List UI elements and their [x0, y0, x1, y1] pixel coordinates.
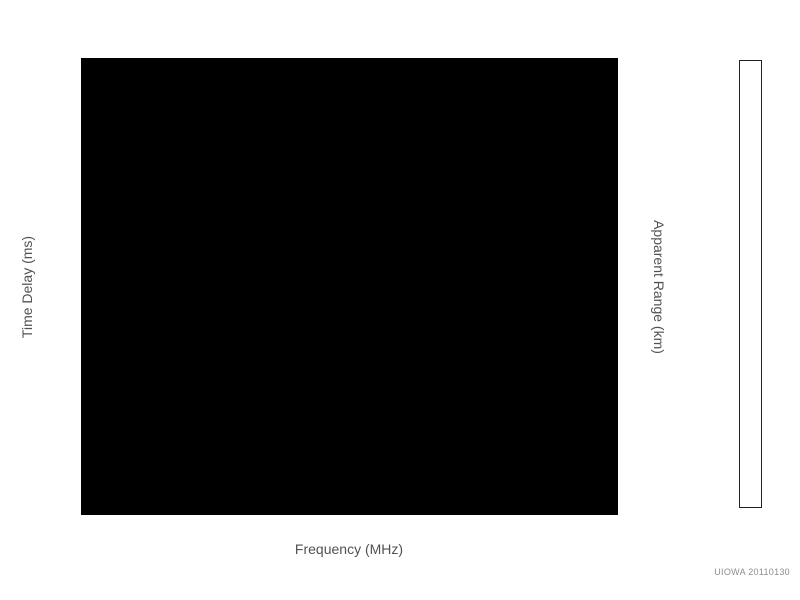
spectrogram-canvas — [83, 60, 616, 513]
colorbar-gradient — [739, 60, 762, 508]
x-axis-title: Frequency (MHz) — [294, 541, 404, 557]
apparent-range-axis-title: Apparent Range (km) — [651, 220, 667, 354]
time-delay-axis-title: Time Delay (ms) — [19, 235, 35, 339]
spectrogram-plot — [81, 58, 618, 515]
credit-watermark: UIOWA 20110130 — [714, 567, 790, 577]
